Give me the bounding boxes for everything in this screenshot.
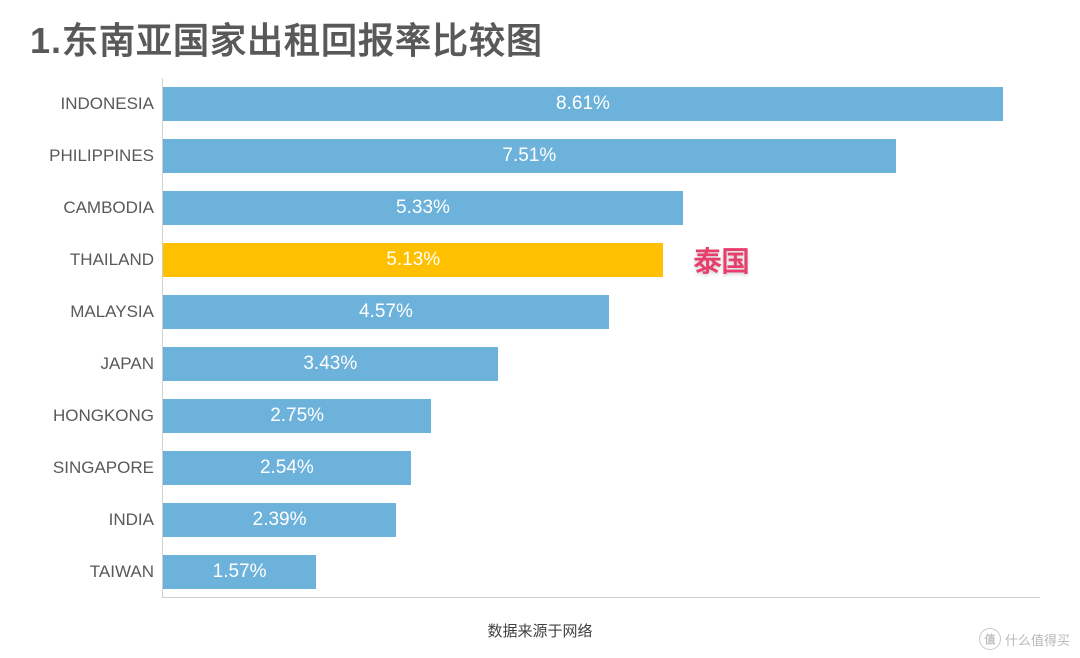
bar-value-label: 5.33%: [396, 197, 450, 219]
watermark: 值 什么值得买: [979, 628, 1070, 650]
chart-area: INDONESIA PHILIPPINES CAMBODIA THAILAND MALA…: [48, 78, 1040, 598]
bar-value-label: 2.39%: [253, 509, 307, 531]
watermark-icon: 值: [979, 628, 1001, 650]
bar-value-label: 2.75%: [270, 405, 324, 427]
y-axis-label: MALAYSIA: [70, 302, 154, 322]
bar-value-label: 8.61%: [556, 93, 610, 115]
y-axis-label: THAILAND: [70, 250, 154, 270]
bar-value-label: 3.43%: [303, 353, 357, 375]
plot-area: 8.61% 7.51% 5.33% 5.13% 泰国 4.57% 3.43% 2.75% 2.5…: [162, 78, 1040, 598]
bar-value-label: 2.54%: [260, 457, 314, 479]
watermark-text: 什么值得买: [1005, 630, 1070, 649]
annotation-label: 泰国: [693, 240, 749, 280]
y-axis-label: PHILIPPINES: [49, 146, 154, 166]
bar-value-label: 7.51%: [502, 145, 556, 167]
y-axis-label: HONGKONG: [53, 406, 154, 426]
y-axis-labels: INDONESIA PHILIPPINES CAMBODIA THAILAND MALA…: [48, 78, 162, 598]
y-axis-label: INDIA: [109, 510, 154, 530]
chart-title: 1.东南亚国家出租回报率比较图: [30, 12, 543, 64]
bar-value-label: 1.57%: [213, 561, 267, 583]
y-axis-label: SINGAPORE: [53, 458, 154, 478]
y-axis-label: TAIWAN: [90, 562, 154, 582]
bar-value-label: 5.13%: [386, 249, 440, 271]
y-axis-label: JAPAN: [100, 354, 154, 374]
chart-footer: 数据来源于网络: [0, 620, 1080, 641]
y-axis-label: INDONESIA: [60, 94, 154, 114]
y-axis-label: CAMBODIA: [63, 198, 154, 218]
bar-value-label: 4.57%: [359, 301, 413, 323]
